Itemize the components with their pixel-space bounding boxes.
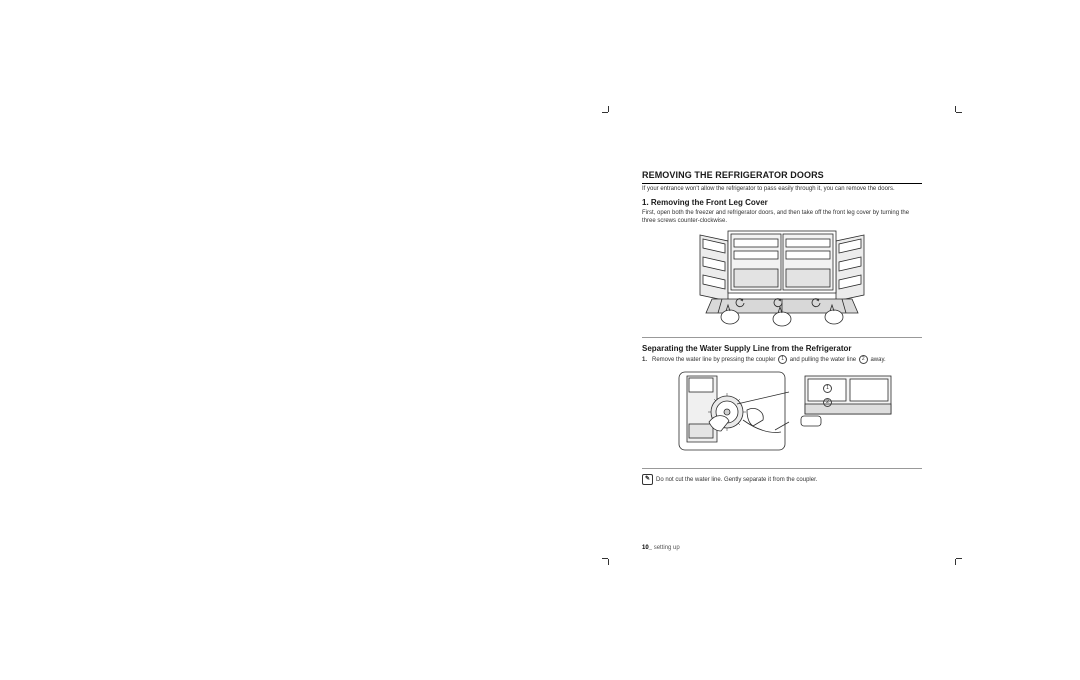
note-icon: ✎ — [642, 474, 653, 485]
crop-mark — [956, 559, 962, 565]
figure-2-illustration — [677, 370, 897, 460]
divider — [642, 468, 922, 469]
step1-heading: 1. Removing the Front Leg Cover — [642, 198, 922, 207]
divider — [642, 337, 922, 338]
crop-mark — [602, 559, 608, 565]
crop-mark — [602, 106, 608, 112]
figure-2-callouts: 1 2 — [822, 382, 833, 410]
callout-1: 1 — [823, 384, 832, 393]
caution-note: ✎Do not cut the water line. Gently separ… — [642, 474, 922, 485]
figure-1-illustration — [682, 229, 882, 329]
crop-mark — [956, 106, 962, 112]
section-intro: If your entrance won't allow the refrige… — [642, 186, 922, 192]
figure-2-wrap: 1 2 — [652, 370, 922, 460]
step2-heading: Separating the Water Supply Line from th… — [642, 344, 922, 353]
callout-2: 2 — [823, 398, 832, 407]
callout-1-inline: 1 — [778, 355, 787, 364]
manual-page: REMOVING THE REFRIGERATOR DOORS If your … — [622, 100, 942, 555]
page-footer: 10_ setting up — [642, 545, 680, 551]
figure-1-wrap — [642, 229, 922, 329]
step2-body: 1.Remove the water line by pressing the … — [642, 355, 922, 364]
step1-body: First, open both the freezer and refrige… — [642, 209, 922, 225]
callout-2-inline: 2 — [859, 355, 868, 364]
section-title: REMOVING THE REFRIGERATOR DOORS — [642, 170, 922, 184]
